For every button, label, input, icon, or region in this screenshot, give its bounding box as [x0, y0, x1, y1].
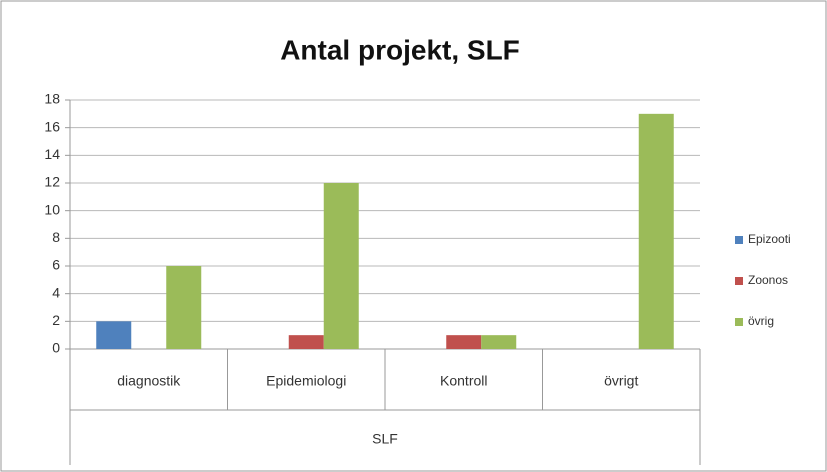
x-tick-label: Epidemiologi	[266, 373, 346, 389]
bar	[96, 321, 132, 349]
y-tick-label: 0	[52, 340, 60, 356]
bar	[323, 183, 359, 349]
legend-swatch	[735, 236, 743, 244]
bar	[166, 266, 202, 349]
legend-label: Epizooti	[748, 232, 791, 246]
x-tick-label: övrigt	[604, 373, 638, 389]
y-tick-label: 10	[44, 201, 60, 217]
y-tick-label: 16	[44, 118, 60, 134]
legend-swatch	[735, 277, 743, 285]
chart-title: Antal projekt, SLF	[280, 34, 520, 65]
legend-swatch	[735, 318, 743, 326]
y-tick-label: 14	[44, 146, 60, 162]
y-tick-label: 18	[44, 91, 60, 107]
x-tick-label: diagnostik	[117, 373, 181, 389]
bar	[638, 113, 674, 349]
bar	[446, 335, 482, 349]
y-tick-label: 8	[52, 229, 60, 245]
bar	[288, 335, 324, 349]
x-tick-label: Kontroll	[440, 373, 487, 389]
group-label: SLF	[372, 431, 398, 447]
bar	[481, 335, 517, 349]
y-tick-label: 2	[52, 312, 60, 328]
legend-label: Zoonos	[748, 273, 788, 287]
y-tick-label: 12	[44, 174, 60, 190]
y-tick-label: 6	[52, 257, 60, 273]
legend-label: övrig	[748, 314, 774, 328]
y-tick-label: 4	[52, 284, 60, 300]
